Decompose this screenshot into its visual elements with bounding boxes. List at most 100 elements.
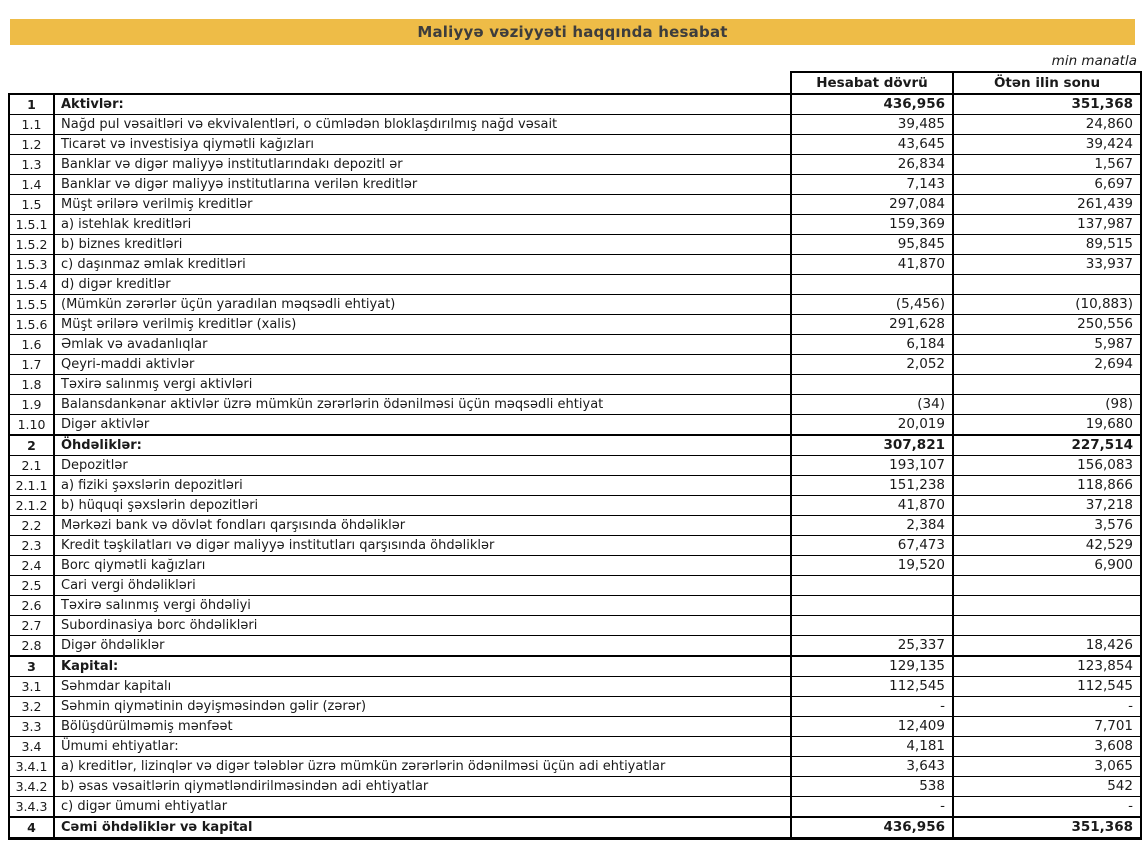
table-row: 1.10 Digər aktivlər 20,019 19,680 — [8, 414, 1142, 436]
row-label-cell: d) digər kreditlər — [53, 274, 792, 295]
row-number-cell: 1 — [8, 93, 55, 115]
balance-sheet-table: Hesabat dövrü Ötən ilin sonu 1 Aktivlər:… — [8, 71, 1142, 840]
value-previous-cell: 24,860 — [952, 114, 1142, 135]
value-current-cell: 2,384 — [790, 515, 954, 536]
row-number-cell: 1.5.2 — [8, 234, 55, 255]
value-previous-cell: 156,083 — [952, 455, 1142, 476]
table-row: 1.5 Müşt ərilərə verilmiş kreditlər 297,… — [8, 194, 1142, 215]
balance-table-body: 1 Aktivlər: 436,956 351,368 1.1 Nağd pul… — [8, 93, 1142, 840]
row-label-cell: Nağd pul vəsaitləri və ekvivalentləri, o… — [53, 114, 792, 135]
value-previous-cell — [952, 575, 1142, 596]
value-current-cell: 41,870 — [790, 254, 954, 275]
row-number-cell: 3.4.3 — [8, 796, 55, 818]
value-current-cell: 26,834 — [790, 154, 954, 175]
row-label-cell: c) daşınmaz əmlak kreditləri — [53, 254, 792, 275]
value-current-cell: - — [790, 696, 954, 717]
value-previous-cell: 18,426 — [952, 635, 1142, 657]
table-row: 1.7 Qeyri-maddi aktivlər 2,052 2,694 — [8, 354, 1142, 375]
value-previous-cell — [952, 615, 1142, 636]
value-previous-cell — [952, 374, 1142, 395]
table-row: 1.6 Əmlak və avadanlıqlar 6,184 5,987 — [8, 334, 1142, 355]
value-current-cell: (34) — [790, 394, 954, 415]
value-previous-cell: 42,529 — [952, 535, 1142, 556]
row-label-cell: Digər aktivlər — [53, 414, 792, 436]
row-label-cell: Əmlak və avadanlıqlar — [53, 334, 792, 355]
value-current-cell: 2,052 — [790, 354, 954, 375]
table-row: 2.8 Digər öhdəliklər 25,337 18,426 — [8, 635, 1142, 657]
value-previous-cell: 2,694 — [952, 354, 1142, 375]
value-previous-cell: 6,697 — [952, 174, 1142, 195]
table-row: 1.5.5 (Mümkün zərərlər üçün yaradılan mə… — [8, 294, 1142, 315]
value-current-cell: 436,956 — [790, 93, 954, 115]
row-label-cell: b) biznes kreditləri — [53, 234, 792, 255]
value-previous-cell: 5,987 — [952, 334, 1142, 355]
table-row: 3.1 Səhmdar kapitalı 112,545 112,545 — [8, 676, 1142, 697]
table-row: 2.1.2 b) hüquqi şəxslərin depozitləri 41… — [8, 495, 1142, 516]
row-number-cell: 2 — [8, 434, 55, 456]
row-label-cell: Depozitlər — [53, 455, 792, 476]
row-number-cell: 1.5.3 — [8, 254, 55, 275]
row-label-cell: Cari vergi öhdəlikləri — [53, 575, 792, 596]
row-number-cell: 1.1 — [8, 114, 55, 135]
row-label-cell: Cəmi öhdəliklər və kapital — [53, 816, 792, 840]
value-current-cell: 112,545 — [790, 676, 954, 697]
report-title-bar: Maliyyə vəziyyəti haqqında hesabat — [10, 19, 1135, 45]
table-row: 3.2 Səhmin qiymətinin dəyişməsindən gəli… — [8, 696, 1142, 717]
row-number-cell: 1.7 — [8, 354, 55, 375]
table-row: 3.4.3 c) digər ümumi ehtiyatlar - - — [8, 796, 1142, 818]
row-number-cell: 2.5 — [8, 575, 55, 596]
row-label-cell: Banklar və digər maliyyə institutlarına … — [53, 174, 792, 195]
value-current-cell: 538 — [790, 776, 954, 797]
row-number-cell: 1.5 — [8, 194, 55, 215]
row-number-cell: 3.4.2 — [8, 776, 55, 797]
value-current-cell: 151,238 — [790, 475, 954, 496]
row-label-cell: Kredit təşkilatları və digər maliyyə ins… — [53, 535, 792, 556]
row-label-cell: Səhmdar kapitalı — [53, 676, 792, 697]
value-current-cell: 436,956 — [790, 816, 954, 840]
value-previous-cell: 6,900 — [952, 555, 1142, 576]
row-number-cell: 3.2 — [8, 696, 55, 717]
value-current-cell — [790, 374, 954, 395]
value-previous-cell: 542 — [952, 776, 1142, 797]
table-row: 2.6 Təxirə salınmış vergi öhdəliyi — [8, 595, 1142, 616]
table-row: 1.9 Balansdankənar aktivlər üzrə mümkün … — [8, 394, 1142, 415]
row-number-cell: 3.1 — [8, 676, 55, 697]
row-number-cell: 2.1.2 — [8, 495, 55, 516]
row-number-cell: 3.4 — [8, 736, 55, 757]
row-number-cell: 4 — [8, 816, 55, 840]
value-previous-cell: 89,515 — [952, 234, 1142, 255]
value-current-cell — [790, 274, 954, 295]
row-label-cell: Kapital: — [53, 655, 792, 677]
row-label-cell: Ümumi ehtiyatlar: — [53, 736, 792, 757]
table-row: 4 Cəmi öhdəliklər və kapital 436,956 351… — [8, 816, 1142, 840]
value-current-cell: 41,870 — [790, 495, 954, 516]
unit-note: min manatla — [1051, 53, 1137, 69]
row-label-cell: Bölüşdürülməmiş mənfəət — [53, 716, 792, 737]
value-current-cell: (5,456) — [790, 294, 954, 315]
header-spacer — [54, 72, 791, 94]
value-previous-cell: 261,439 — [952, 194, 1142, 215]
value-current-cell: 129,135 — [790, 655, 954, 677]
row-label-cell: Balansdankənar aktivlər üzrə mümkün zərə… — [53, 394, 792, 415]
value-current-cell: - — [790, 796, 954, 818]
row-label-cell: (Mümkün zərərlər üçün yaradılan məqsədli… — [53, 294, 792, 315]
value-current-cell: 291,628 — [790, 314, 954, 335]
value-current-cell: 95,845 — [790, 234, 954, 255]
value-current-cell: 3,643 — [790, 756, 954, 777]
value-current-cell: 67,473 — [790, 535, 954, 556]
value-previous-cell: - — [952, 696, 1142, 717]
value-current-cell: 159,369 — [790, 214, 954, 235]
row-label-cell: Öhdəliklər: — [53, 434, 792, 456]
table-row: 3.3 Bölüşdürülməmiş mənfəət 12,409 7,701 — [8, 716, 1142, 737]
value-current-cell: 6,184 — [790, 334, 954, 355]
value-previous-cell: 250,556 — [952, 314, 1142, 335]
table-row: 1.5.6 Müşt ərilərə verilmiş kreditlər (x… — [8, 314, 1142, 335]
value-current-cell: 19,520 — [790, 555, 954, 576]
row-label-cell: Səhmin qiymətinin dəyişməsindən gəlir (z… — [53, 696, 792, 717]
row-number-cell: 1.8 — [8, 374, 55, 395]
value-previous-cell: 123,854 — [952, 655, 1142, 677]
row-label-cell: Mərkəzi bank və dövlət fondları qarşısın… — [53, 515, 792, 536]
value-current-cell — [790, 575, 954, 596]
row-number-cell: 2.1.1 — [8, 475, 55, 496]
row-number-cell: 2.4 — [8, 555, 55, 576]
